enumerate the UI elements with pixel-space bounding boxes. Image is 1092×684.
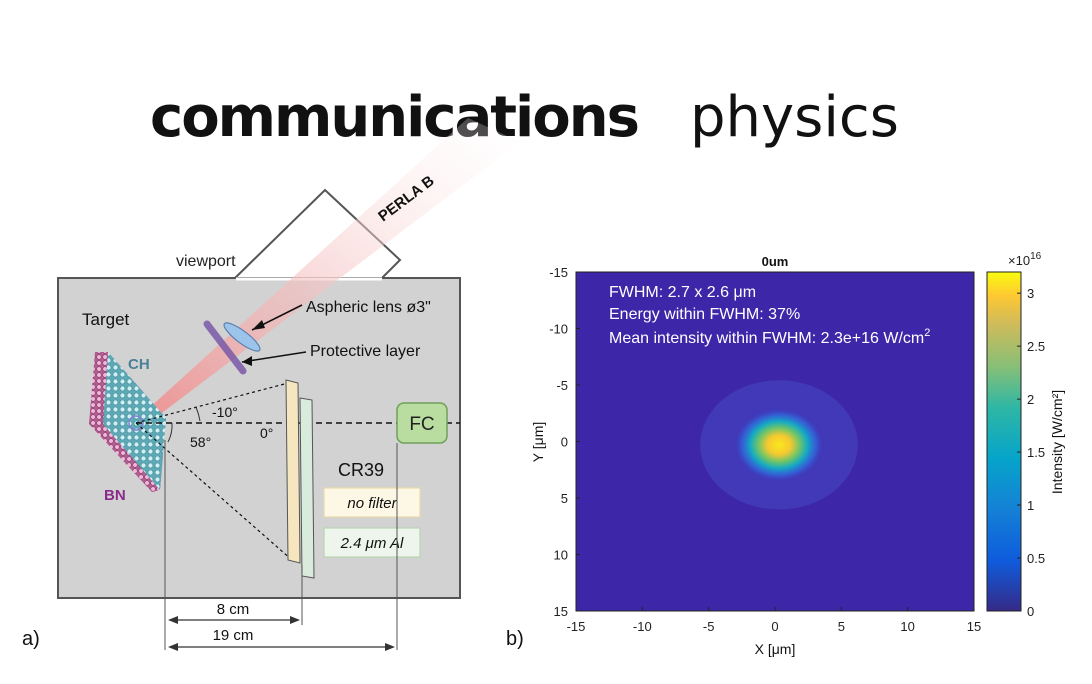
angle-minus10-label: -10° [212, 404, 238, 420]
filter-none-label: no filter [347, 495, 397, 512]
x-tick-label: 5 [838, 619, 845, 634]
x-tick-label: 0 [771, 619, 778, 634]
y-tick-label: 15 [554, 604, 568, 619]
logo-word-physics: physics [690, 85, 899, 150]
angle-0-label: 0° [260, 425, 273, 441]
y-tick-label: -5 [556, 378, 568, 393]
cr39-label: CR39 [338, 460, 384, 480]
target-label: Target [82, 310, 130, 329]
filter-al-box [323, 527, 421, 558]
aspheric-lens [223, 322, 261, 352]
y-tick-label: 5 [561, 491, 568, 506]
y-tick-label: -10 [549, 322, 568, 337]
annotation-fwhm: FWHM: 2.7 x 2.6 μm [609, 284, 756, 301]
cr39-plate-front [285, 379, 301, 564]
logo-word-communications: communications [150, 85, 638, 150]
colorbar-tick-label: 2.5 [1027, 339, 1045, 354]
protective-layer [203, 320, 247, 375]
annotation-energy: Energy within FWHM: 37% [609, 306, 800, 323]
colorbar [986, 271, 1022, 612]
target-ch-layer [103, 352, 166, 490]
journal-logo: communications physics [150, 85, 899, 150]
lower-aperture-line [135, 422, 293, 561]
x-axis-label: X [μm] [755, 641, 796, 657]
annotation-intensity-text: Mean intensity within FWHM: 2.3e+16 W/cm [609, 330, 924, 347]
panel-b-label: b) [506, 628, 524, 650]
colorbar-exponent-power: 16 [1030, 251, 1042, 262]
y-tick-label: 0 [561, 435, 568, 450]
colorbar-label: Intensity [W/cm²] [1049, 390, 1065, 494]
heatmap-spot [732, 406, 826, 484]
colorbar-exponent: ×1016 [1008, 251, 1042, 268]
focal-spot [128, 415, 144, 431]
fc-label: FC [409, 414, 434, 435]
x-tick-label: 10 [900, 619, 914, 634]
faraday-cup [396, 402, 448, 444]
x-tick-label: -5 [703, 619, 715, 634]
y-axis-ticks: -15 -10 -5 0 5 10 15 [549, 265, 580, 619]
colorbar-tick-label: 1 [1027, 498, 1034, 513]
angle-58-label: 58° [190, 434, 211, 450]
lens-label: Aspheric lens ø3" [306, 299, 431, 316]
plot-title: 0um [762, 254, 789, 269]
laser-beam [136, 118, 520, 428]
x-tick-label: -10 [633, 619, 652, 634]
filter-none-box [323, 487, 421, 518]
x-axis-ticks: -15 -10 -5 0 5 10 15 [567, 607, 981, 634]
protective-label: Protective layer [310, 343, 421, 360]
colorbar-tick-label: 0 [1027, 604, 1034, 619]
cr39-plate-back [299, 397, 315, 579]
panel-a-label: a) [22, 628, 40, 650]
y-axis-label: Y [μm] [530, 422, 546, 462]
y-tick-label: -15 [549, 265, 568, 280]
colorbar-ticks: 0 0.5 1 1.5 2 2.5 3 [1017, 286, 1045, 619]
colorbar-exponent-base: ×10 [1008, 253, 1030, 268]
x-tick-label: 15 [967, 619, 981, 634]
annotation-intensity-sup: 2 [924, 327, 930, 339]
colorbar-tick-label: 1.5 [1027, 445, 1045, 460]
colorbar-tick-label: 3 [1027, 286, 1034, 301]
colorbar-tick-label: 2 [1027, 392, 1034, 407]
dimension-19cm-label: 19 cm [213, 627, 254, 644]
upper-aperture-line [135, 381, 293, 424]
dimension-8cm-label: 8 cm [217, 601, 250, 618]
annotation-intensity: Mean intensity within FWHM: 2.3e+16 W/cm… [609, 327, 930, 347]
colorbar-tick-label: 0.5 [1027, 551, 1045, 566]
ch-label: CH [128, 356, 150, 373]
viewport-label: viewport [176, 253, 236, 270]
bn-label: BN [104, 487, 126, 504]
filter-al-label: 2.4 μm Al [340, 535, 404, 552]
y-tick-label: 10 [554, 548, 568, 563]
x-tick-label: -15 [567, 619, 586, 634]
